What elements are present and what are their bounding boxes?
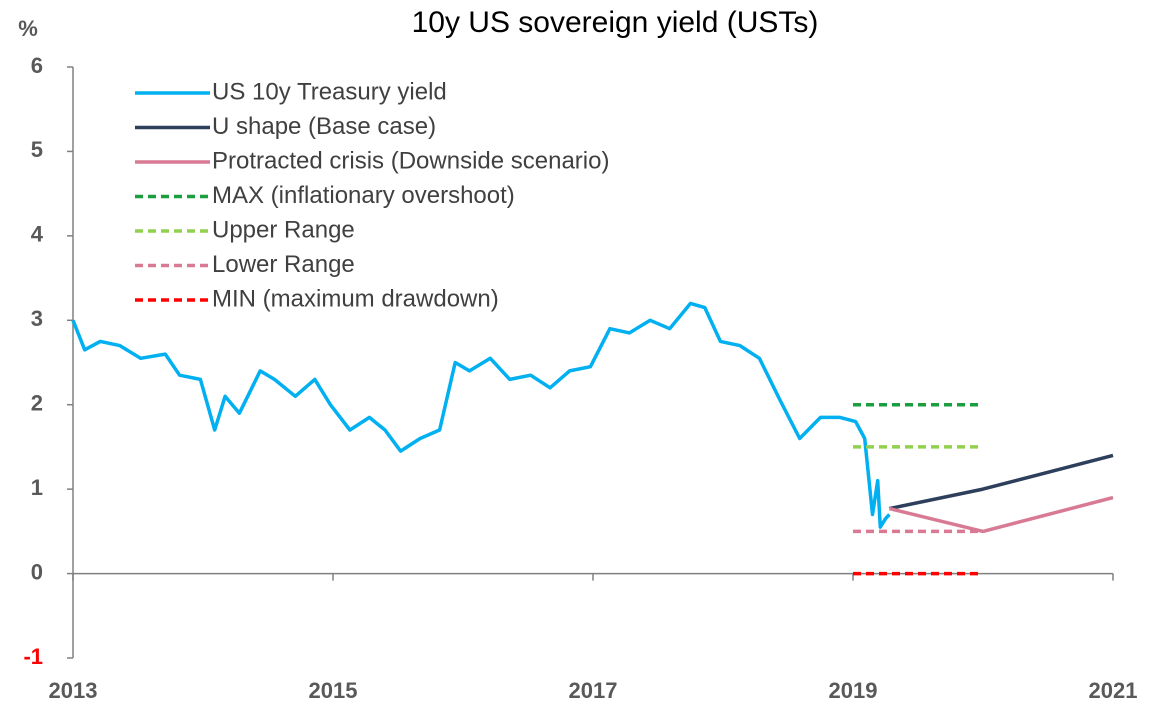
- y-tick-label: 2: [31, 391, 43, 416]
- legend-label: MAX (inflationary overshoot): [212, 182, 515, 209]
- x-tick-label: 2017: [569, 678, 618, 703]
- series-line: [71, 301, 891, 529]
- series-line: [888, 495, 1114, 534]
- y-tick-label: 6: [31, 53, 43, 78]
- series-line: [889, 453, 1114, 511]
- legend-label: Protracted crisis (Downside scenario): [212, 147, 609, 174]
- legend-label: US 10y Treasury yield: [212, 78, 447, 105]
- x-tick-label: 2015: [309, 678, 358, 703]
- y-tick-label: 3: [31, 306, 43, 331]
- y-tick-label: 5: [31, 137, 43, 162]
- legend-label: Lower Range: [212, 251, 355, 278]
- legend-label: Upper Range: [212, 216, 355, 243]
- y-tick-label: 0: [31, 559, 43, 584]
- x-tick-label: 2013: [49, 678, 98, 703]
- y-tick-label: 4: [31, 222, 44, 247]
- legend-label: MIN (maximum drawdown): [212, 285, 499, 312]
- x-tick-label: 2019: [829, 678, 878, 703]
- chart-title: 10y US sovereign yield (USTs): [412, 6, 819, 39]
- legend-label: U shape (Base case): [212, 113, 436, 140]
- y-axis-label: %: [18, 16, 38, 41]
- y-tick-label: 1: [31, 475, 43, 500]
- x-tick-label: 2021: [1089, 678, 1138, 703]
- y-tick-label: -1: [23, 644, 43, 669]
